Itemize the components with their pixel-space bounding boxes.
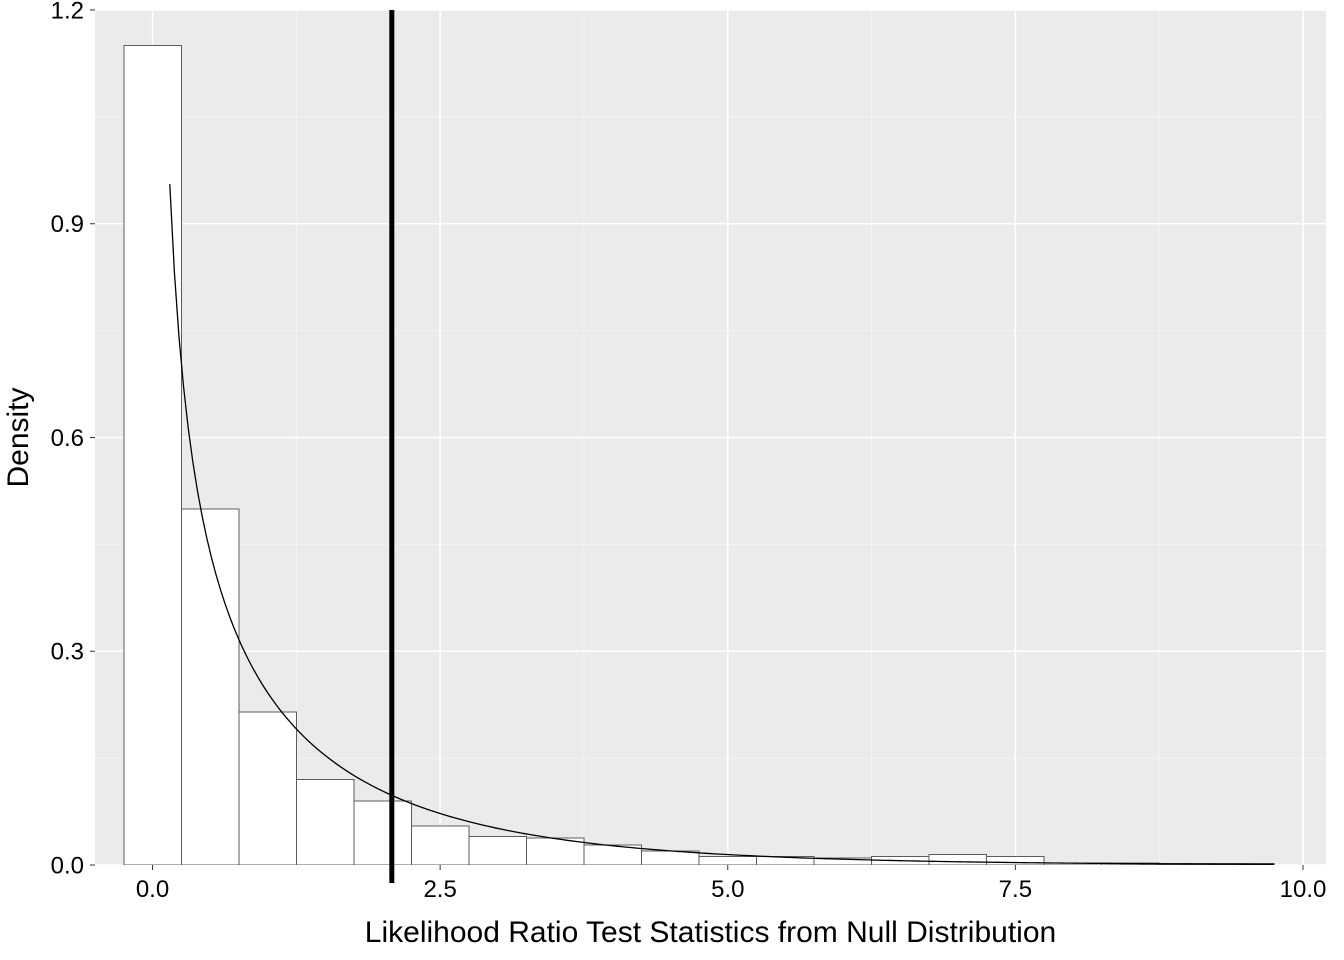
y-axis-title: Density	[2, 387, 35, 487]
x-tick-label: 7.5	[999, 876, 1032, 903]
histogram-bar	[354, 801, 412, 865]
lrt-null-distribution-chart: 0.0 2.5 5.0 7.5 10.0 0.0 0.3 0.6 0.9 1.2 Likelihoo…	[0, 0, 1344, 960]
histogram-bar	[987, 856, 1045, 865]
histogram-bar	[929, 854, 987, 865]
y-tick-label: 0.9	[51, 211, 84, 238]
histogram-bar	[181, 509, 239, 865]
y-tick-label: 0.3	[51, 639, 84, 666]
histogram-bar	[296, 780, 354, 866]
y-tick-label: 0.0	[51, 852, 84, 879]
x-tick-label: 5.0	[711, 876, 744, 903]
histogram-bar	[469, 837, 527, 866]
histogram-bar	[124, 46, 182, 865]
histogram-bar	[239, 712, 297, 865]
x-tick-label: 0.0	[136, 876, 169, 903]
histogram-bar	[699, 856, 757, 865]
x-axis-title: Likelihood Ratio Test Statistics from Nu…	[365, 916, 1056, 949]
x-tick-label: 2.5	[423, 876, 456, 903]
y-tick-label: 0.6	[51, 425, 84, 452]
histogram-bar	[411, 826, 469, 865]
x-tick-label: 10.0	[1280, 876, 1327, 903]
y-tick-label: 1.2	[51, 0, 84, 24]
